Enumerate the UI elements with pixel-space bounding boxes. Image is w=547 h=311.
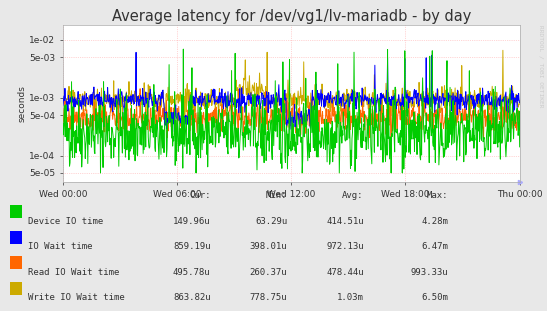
Text: 993.33u: 993.33u	[411, 268, 449, 277]
Text: Min:: Min:	[266, 191, 287, 200]
Text: 478.44u: 478.44u	[326, 268, 364, 277]
Text: 972.13u: 972.13u	[326, 242, 364, 251]
Title: Average latency for /dev/vg1/lv-mariadb - by day: Average latency for /dev/vg1/lv-mariadb …	[112, 9, 471, 24]
Text: 63.29u: 63.29u	[255, 217, 287, 226]
Text: Read IO Wait time: Read IO Wait time	[28, 268, 120, 277]
Text: Device IO time: Device IO time	[28, 217, 104, 226]
Text: RRDTOOL / TOBI OETIKER: RRDTOOL / TOBI OETIKER	[538, 25, 543, 107]
Text: IO Wait time: IO Wait time	[28, 242, 93, 251]
Text: 859.19u: 859.19u	[173, 242, 211, 251]
Text: 6.50m: 6.50m	[422, 293, 449, 302]
Text: 495.78u: 495.78u	[173, 268, 211, 277]
Text: 4.28m: 4.28m	[422, 217, 449, 226]
Text: 6.47m: 6.47m	[422, 242, 449, 251]
Text: Write IO Wait time: Write IO Wait time	[28, 293, 125, 302]
Text: 1.03m: 1.03m	[337, 293, 364, 302]
Y-axis label: seconds: seconds	[18, 85, 26, 122]
Text: 778.75u: 778.75u	[249, 293, 287, 302]
Text: 260.37u: 260.37u	[249, 268, 287, 277]
Text: Cur:: Cur:	[189, 191, 211, 200]
Text: Max:: Max:	[427, 191, 449, 200]
Text: 863.82u: 863.82u	[173, 293, 211, 302]
Text: 414.51u: 414.51u	[326, 217, 364, 226]
Text: Avg:: Avg:	[342, 191, 364, 200]
Text: 149.96u: 149.96u	[173, 217, 211, 226]
Text: 398.01u: 398.01u	[249, 242, 287, 251]
